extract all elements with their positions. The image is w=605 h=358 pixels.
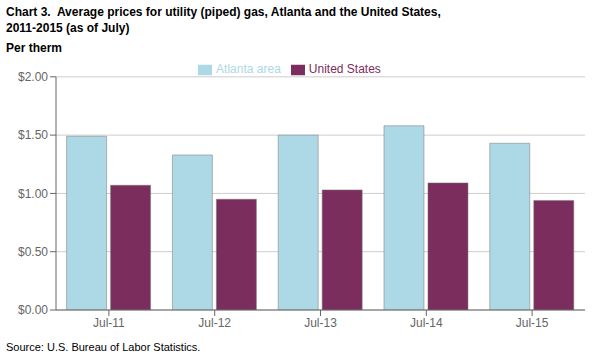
svg-text:Jul-11: Jul-11 <box>93 316 125 330</box>
html-text:Atlanta area: Atlanta area <box>216 62 281 76</box>
html-text:2011-2015 (as of July): 2011-2015 (as of July) <box>6 21 130 35</box>
html-text:Per therm: Per therm <box>6 41 62 55</box>
svg-text:$2.00: $2.00 <box>18 70 48 84</box>
svg-text:Jul-15: Jul-15 <box>516 316 549 330</box>
svg-text:Jul-12: Jul-12 <box>198 316 231 330</box>
svg-text:$1.00: $1.00 <box>18 187 48 201</box>
svg-text:$0.00: $0.00 <box>18 303 48 317</box>
svg-text:$0.50: $0.50 <box>18 245 48 259</box>
html-text:Chart 3. Average prices for ut: Chart 3. Average prices for utility (pip… <box>6 5 441 19</box>
svg-text:Jul-13: Jul-13 <box>304 316 337 330</box>
html-text:Source: U.S. Bureau of Labor S: Source: U.S. Bureau of Labor Statistics. <box>6 341 201 353</box>
svg-text:$1.50: $1.50 <box>18 128 48 142</box>
html-text:United States: United States <box>308 62 381 76</box>
svg-text:Jul-14: Jul-14 <box>410 316 443 330</box>
